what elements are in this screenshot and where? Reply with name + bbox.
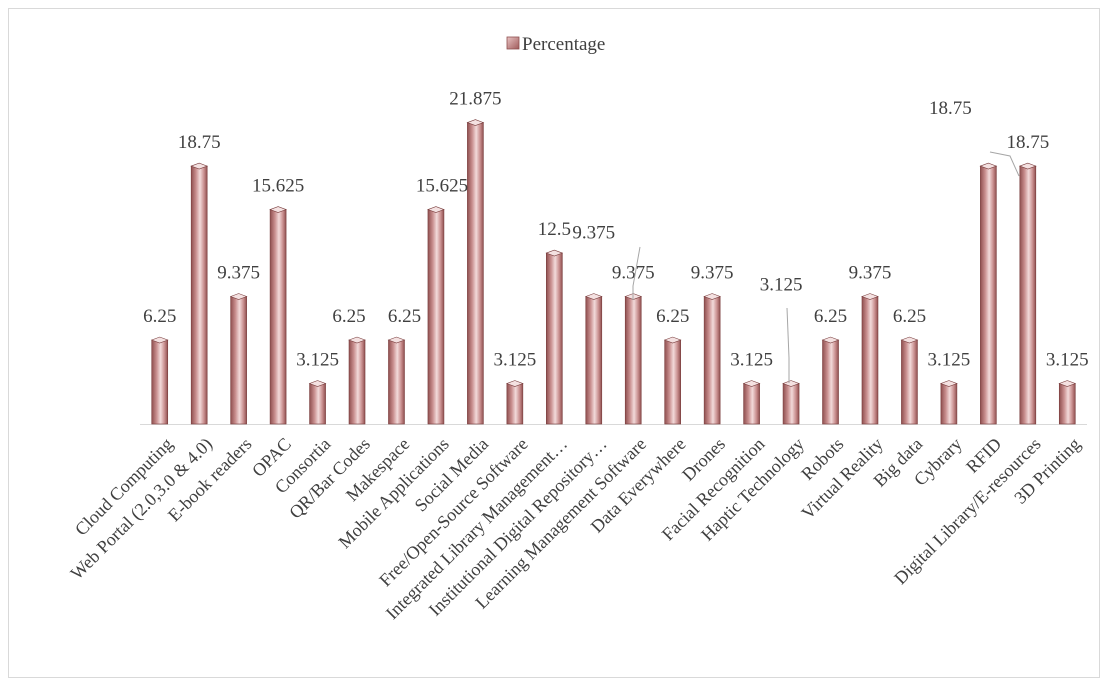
- bar: [743, 383, 760, 425]
- bar: [230, 296, 247, 425]
- bar-cap: [900, 336, 919, 344]
- data-label: 21.875: [449, 89, 501, 110]
- bar-cap: [269, 206, 287, 213]
- bar: [901, 339, 918, 425]
- bar: [1058, 383, 1076, 425]
- data-labels-group: 6.25 18.75 9.375 15.625 3.125 6.25 6.25 15.625 2…: [143, 89, 1089, 371]
- bar-cap: [308, 380, 327, 387]
- bar-cap: [584, 293, 603, 300]
- data-label: 9.375: [691, 263, 734, 284]
- bar-cap: [742, 380, 761, 387]
- data-label: 9.375: [849, 263, 892, 284]
- data-label: 12.5: [538, 219, 571, 240]
- bar: [980, 165, 997, 425]
- bar: [664, 339, 681, 425]
- bar-cap: [861, 293, 879, 300]
- data-label: 6.25: [388, 306, 421, 327]
- bar: [467, 122, 484, 425]
- data-label: 15.625: [252, 176, 304, 197]
- bar-cap: [229, 293, 248, 300]
- bar-cap: [663, 336, 682, 344]
- data-label: 18.75: [929, 98, 972, 119]
- bar: [822, 339, 839, 425]
- data-label: 6.25: [143, 306, 176, 327]
- bar-cap: [505, 380, 524, 387]
- data-label: 3.125: [1046, 350, 1089, 371]
- bar: [388, 339, 405, 425]
- bar-cap: [1018, 162, 1037, 170]
- bar-cap: [190, 162, 209, 170]
- bar-cap: [150, 336, 169, 344]
- bar: [269, 209, 287, 425]
- data-label: 3.125: [493, 350, 536, 371]
- bar-cap: [979, 162, 998, 170]
- bar-cap: [427, 206, 445, 213]
- bar-cap: [703, 293, 722, 300]
- bar-cap: [545, 249, 564, 257]
- bar: [506, 383, 524, 425]
- bars-group: [150, 119, 1077, 425]
- bar: [1019, 165, 1037, 425]
- bar: [546, 252, 563, 425]
- bar: [427, 209, 445, 425]
- leader-lines-group: [632, 151, 1020, 383]
- data-label: 6.25: [332, 306, 365, 327]
- legend-swatch: [506, 36, 520, 50]
- leader-line: [632, 246, 641, 300]
- bar-cap: [348, 336, 366, 344]
- data-label: 18.75: [178, 132, 221, 153]
- bar: [624, 296, 642, 425]
- data-label: 6.25: [814, 306, 847, 327]
- data-label: 18.75: [1006, 132, 1049, 153]
- bar-cap: [1058, 380, 1077, 387]
- data-label: 15.625: [416, 176, 468, 197]
- bar: [861, 296, 879, 425]
- data-label: 3.125: [730, 350, 773, 371]
- data-label: 3.125: [928, 350, 971, 371]
- data-label: 6.25: [893, 306, 926, 327]
- bar: [585, 296, 603, 425]
- leader-line: [989, 151, 1020, 177]
- bar: [348, 339, 366, 425]
- bar-cap: [466, 119, 485, 126]
- data-label: 3.125: [296, 350, 339, 371]
- bar: [190, 165, 208, 425]
- data-label: 9.375: [217, 263, 260, 284]
- bar-cap: [387, 336, 406, 344]
- data-label: 6.25: [656, 306, 689, 327]
- data-label: 3.125: [760, 275, 803, 296]
- data-label: 9.375: [612, 263, 655, 284]
- leader-line: [786, 307, 790, 383]
- bar-cap: [782, 380, 800, 387]
- bar-cap: [940, 380, 958, 387]
- bar-cap: [821, 336, 840, 344]
- data-label: 9.375: [572, 223, 615, 244]
- bar: [151, 339, 169, 425]
- legend-label: Percentage: [522, 34, 605, 55]
- bar: [782, 383, 800, 425]
- chart-legend: Percentage: [506, 34, 605, 55]
- bar: [940, 383, 958, 425]
- bar: [703, 296, 721, 425]
- bar: [309, 383, 326, 425]
